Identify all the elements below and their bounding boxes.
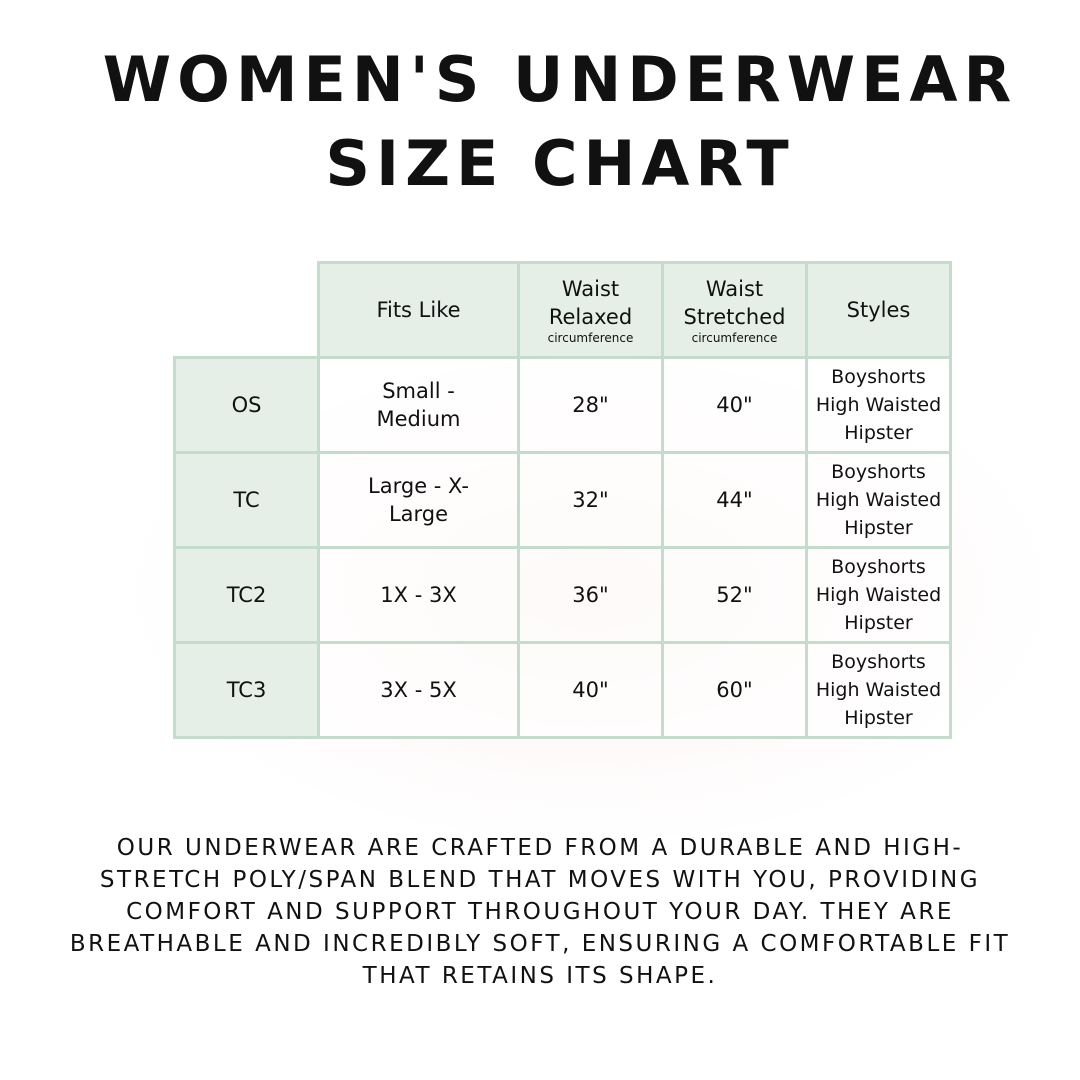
waist-stretched-cell: 40" [661,356,808,454]
waist-stretched-cell: 52" [661,546,808,644]
style-item: High Waisted [815,679,942,701]
header-row: Fits Like Waist Relaxed circumference Wai… [175,261,952,359]
size-table: Fits Like Waist Relaxed circumference Wai… [173,261,952,739]
style-item: High Waisted [815,489,942,511]
corner-cell [175,263,319,358]
title-line-2: SIZE CHART [325,127,795,200]
styles-cell: Boyshorts High Waisted Hipster [805,546,952,644]
page-title: WOMEN'S UNDERWEAR SIZE CHART [0,38,1080,206]
style-item: Boyshorts [831,651,926,673]
waist-stretched-cell: 60" [661,641,808,739]
style-item: Hipster [844,422,913,444]
style-item: Boyshorts [831,461,926,483]
size-cell: OS [173,356,320,454]
style-item: Hipster [844,612,913,634]
waist-relaxed-cell: 32" [517,451,664,549]
waist-relaxed-cell: 28" [517,356,664,454]
fits-like-cell: Large - X-Large [317,451,520,549]
fits-like-cell: 3X - 5X [317,641,520,739]
styles-cell: Boyshorts High Waisted Hipster [805,451,952,549]
title-line-1: WOMEN'S UNDERWEAR [102,43,1018,116]
header-waist-relaxed: Waist Relaxed circumference [517,261,664,359]
style-item: High Waisted [815,394,942,416]
table-row: TC2 1X - 3X 36" 52" Boyshorts High Waisted Hip… [173,546,952,644]
header-waist-stretched: Waist Stretched circumference [661,261,808,359]
header-styles: Styles [805,261,952,359]
description: Our underwear are crafted from a durable… [69,835,1011,989]
style-item: Hipster [844,517,913,539]
fits-like-cell: Small - Medium [317,356,520,454]
waist-stretched-cell: 44" [661,451,808,549]
waist-relaxed-cell: 36" [517,546,664,644]
styles-cell: Boyshorts High Waisted Hipster [805,356,952,454]
size-cell: TC [173,451,320,549]
style-item: Boyshorts [831,366,926,388]
header-fits-like: Fits Like [317,261,520,359]
fits-like-cell: 1X - 3X [317,546,520,644]
styles-cell: Boyshorts High Waisted Hipster [805,641,952,739]
style-item: Hipster [844,707,913,729]
waist-relaxed-cell: 40" [517,641,664,739]
table-row: OS Small - Medium 28" 40" Boyshorts High Wais… [173,356,952,454]
style-item: Boyshorts [831,556,926,578]
style-item: High Waisted [815,584,942,606]
table-row: TC Large - X-Large 32" 44" Boyshorts High Wai… [173,451,952,549]
size-cell: TC2 [173,546,320,644]
table-row: TC3 3X - 5X 40" 60" Boyshorts High Waisted Hip… [173,641,952,739]
size-cell: TC3 [173,641,320,739]
